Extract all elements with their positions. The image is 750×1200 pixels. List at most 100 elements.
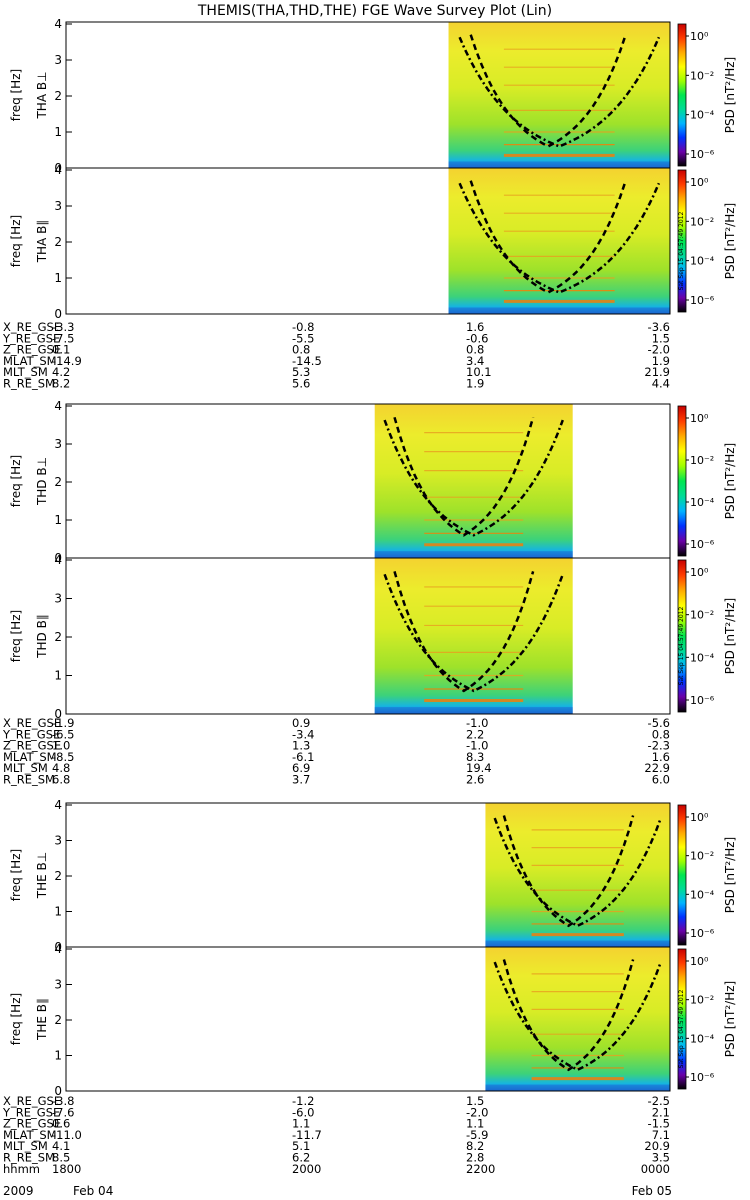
y-tick-label: 0 bbox=[54, 161, 62, 175]
ephemeris-value: -0.6 bbox=[466, 331, 488, 345]
panel-label: THE B⊥ bbox=[35, 852, 49, 899]
y-tick-label: 2 bbox=[54, 869, 62, 883]
ephemeris-row-name: X_RE_GSE bbox=[3, 1094, 61, 1108]
gyrofrequency-curve bbox=[469, 34, 627, 148]
ephemeris-value: 2.6 bbox=[466, 773, 484, 787]
y-tick-label: 4 bbox=[54, 399, 62, 413]
ephemeris-value: 7.1 bbox=[652, 1128, 670, 1142]
y-tick-label: 1 bbox=[54, 513, 62, 527]
ephemeris-value: 1.5 bbox=[466, 1094, 484, 1108]
panel-frame bbox=[65, 557, 671, 715]
y-tick-label: 3 bbox=[54, 53, 62, 67]
ephemeris-value: 2200 bbox=[466, 1162, 495, 1176]
spectrogram-panel: 0 1 2 3 4 THD B∥ freq [Hz] 10⁰ 10⁻² 10⁻⁴ 10⁻⁶ PSD [… bbox=[9, 553, 737, 721]
ephemeris-value: -2.5 bbox=[648, 1094, 670, 1108]
ephemeris-value: 2.8 bbox=[466, 1151, 484, 1165]
ephemeris-value: 4.4 bbox=[652, 377, 670, 391]
colorbar-tick-label: 10⁻² bbox=[690, 850, 714, 863]
ephemeris-row-name: X_RE_GSE bbox=[3, 716, 61, 730]
y-tick-label: 3 bbox=[54, 978, 62, 992]
panel-frame bbox=[65, 946, 671, 1092]
gyrofrequency-curve bbox=[493, 961, 662, 1072]
ephemeris-value: -1.0 bbox=[466, 739, 488, 753]
panels-layer: 0 1 2 3 4 THA B⊥ freq [Hz] 10⁰ 10⁻² 10⁻⁴ 10⁻⁶ PSD [… bbox=[9, 17, 737, 1098]
low-frequency-band bbox=[485, 940, 670, 947]
ephemeris-row-name: MLAT_SM bbox=[3, 750, 57, 764]
spectral-lines bbox=[424, 432, 524, 547]
colorbar-tick-label: 10⁻⁴ bbox=[690, 496, 715, 509]
colorbar-gradient bbox=[677, 405, 687, 557]
y-tick-label: 4 bbox=[54, 553, 62, 567]
ephemeris-value: -1.9 bbox=[52, 716, 74, 730]
low-frequency-band bbox=[448, 161, 670, 168]
y-tick-label: 3 bbox=[54, 834, 62, 848]
ephemeris-row-name: Z_RE_GSE bbox=[3, 343, 61, 357]
panel-label: THA B∥ bbox=[35, 220, 49, 264]
y-tick-label: 0 bbox=[54, 1084, 62, 1098]
low-frequency-band bbox=[374, 551, 573, 558]
ephemeris-value: 10.1 bbox=[466, 365, 492, 379]
y-tick-label: 1 bbox=[54, 905, 62, 919]
y-tick-label: 0 bbox=[54, 940, 62, 954]
date-year: 2009 bbox=[3, 1184, 34, 1198]
panel-frame bbox=[65, 403, 671, 559]
ephemeris-tables-layer: X_RE_GSE-3.3 -0.8 1.6 -3.6Y_RE_GSE-7.5 -5.5-… bbox=[2, 320, 670, 1176]
y-tick-label: 3 bbox=[54, 199, 62, 213]
y-tick-label: 2 bbox=[54, 630, 62, 644]
ephemeris-value: 5.6 bbox=[292, 377, 310, 391]
ephemeris-value: 4.2 bbox=[52, 365, 70, 379]
ephemeris-value: -0.8 bbox=[292, 320, 314, 334]
y-tick-label: 1 bbox=[54, 125, 62, 139]
ephemeris-value: -11.7 bbox=[292, 1128, 322, 1142]
ephemeris-value: 8.2 bbox=[52, 377, 70, 391]
ephemeris-value: -7.5 bbox=[52, 331, 74, 345]
ephemeris-value: -6.0 bbox=[292, 1105, 314, 1119]
gyrofrequency-curve bbox=[383, 573, 564, 693]
colorbar: 10⁰ 10⁻² 10⁻⁴ 10⁻⁶ PSD [nT²/Hz] bbox=[677, 23, 737, 167]
colorbar-tick-label: 10⁰ bbox=[690, 566, 709, 579]
spectrogram-data bbox=[374, 558, 573, 714]
ephemeris-value: 1.0 bbox=[52, 739, 70, 753]
ephemeris-row-name: Z_RE_GSE bbox=[3, 1117, 61, 1131]
gyrofrequency-curve bbox=[393, 571, 535, 693]
ephemeris-row-name: hhmm bbox=[3, 1162, 40, 1176]
ephemeris-value: 0.1 bbox=[52, 343, 70, 357]
ephemeris-value: -3.6 bbox=[648, 320, 670, 334]
y-tick-label: 3 bbox=[54, 592, 62, 606]
colorbar-tick-label: 10⁰ bbox=[690, 811, 709, 824]
ephemeris-row-name: Z_RE_GSE bbox=[3, 739, 61, 753]
colorbar-tick-label: 10⁰ bbox=[690, 412, 709, 425]
low-frequency-band bbox=[448, 307, 670, 314]
colorbar-tick-label: 10⁻⁶ bbox=[690, 294, 715, 307]
y-tick-label: 4 bbox=[54, 17, 62, 31]
ephemeris-row-name: Y_RE_GSE bbox=[2, 727, 60, 741]
gyrofrequency-curve bbox=[502, 815, 635, 928]
spectral-lines bbox=[503, 194, 615, 303]
panel-frame bbox=[65, 167, 671, 315]
colorbar-gradient bbox=[677, 169, 687, 313]
ephemeris-value: -1.5 bbox=[648, 1117, 670, 1131]
gyrofrequency-curve bbox=[502, 959, 635, 1072]
spectrogram-panel: 0 1 2 3 4 THA B⊥ freq [Hz] 10⁰ 10⁻² 10⁻⁴ 10⁻⁶ PSD [… bbox=[9, 17, 737, 175]
date-end: Feb 05 bbox=[632, 1184, 672, 1198]
y-axis-label: freq [Hz] bbox=[9, 455, 23, 507]
colorbar-tick-label: 10⁻⁶ bbox=[690, 538, 715, 551]
ephemeris-value: 1.5 bbox=[652, 331, 670, 345]
y-tick-label: 2 bbox=[54, 235, 62, 249]
y-tick-label: 1 bbox=[54, 271, 62, 285]
colorbar-label: PSD [nT²/Hz] bbox=[723, 837, 737, 913]
ephemeris-value: 2.2 bbox=[466, 727, 484, 741]
ephemeris-row-name: MLT_SM bbox=[3, 761, 48, 775]
colorbar-tick-label: 10⁻² bbox=[690, 454, 714, 467]
colorbar: 10⁰ 10⁻² 10⁻⁴ 10⁻⁶ PSD [nT²/Hz] Sat Sep 15 04… bbox=[677, 559, 737, 713]
ephemeris-value: 0.8 bbox=[652, 727, 670, 741]
colorbar-label: PSD [nT²/Hz] bbox=[723, 598, 737, 674]
ephemeris-value: 3.5 bbox=[652, 1151, 670, 1165]
ephemeris-value: 6.9 bbox=[292, 761, 310, 775]
ephemeris-value: -2.0 bbox=[648, 343, 670, 357]
ephemeris-value: 0000 bbox=[641, 1162, 670, 1176]
colorbar-tick-label: 10⁻⁴ bbox=[690, 651, 715, 664]
y-tick-label: 0 bbox=[54, 307, 62, 321]
colorbar-gradient bbox=[677, 804, 687, 946]
ephemeris-value: -5.6 bbox=[648, 716, 670, 730]
